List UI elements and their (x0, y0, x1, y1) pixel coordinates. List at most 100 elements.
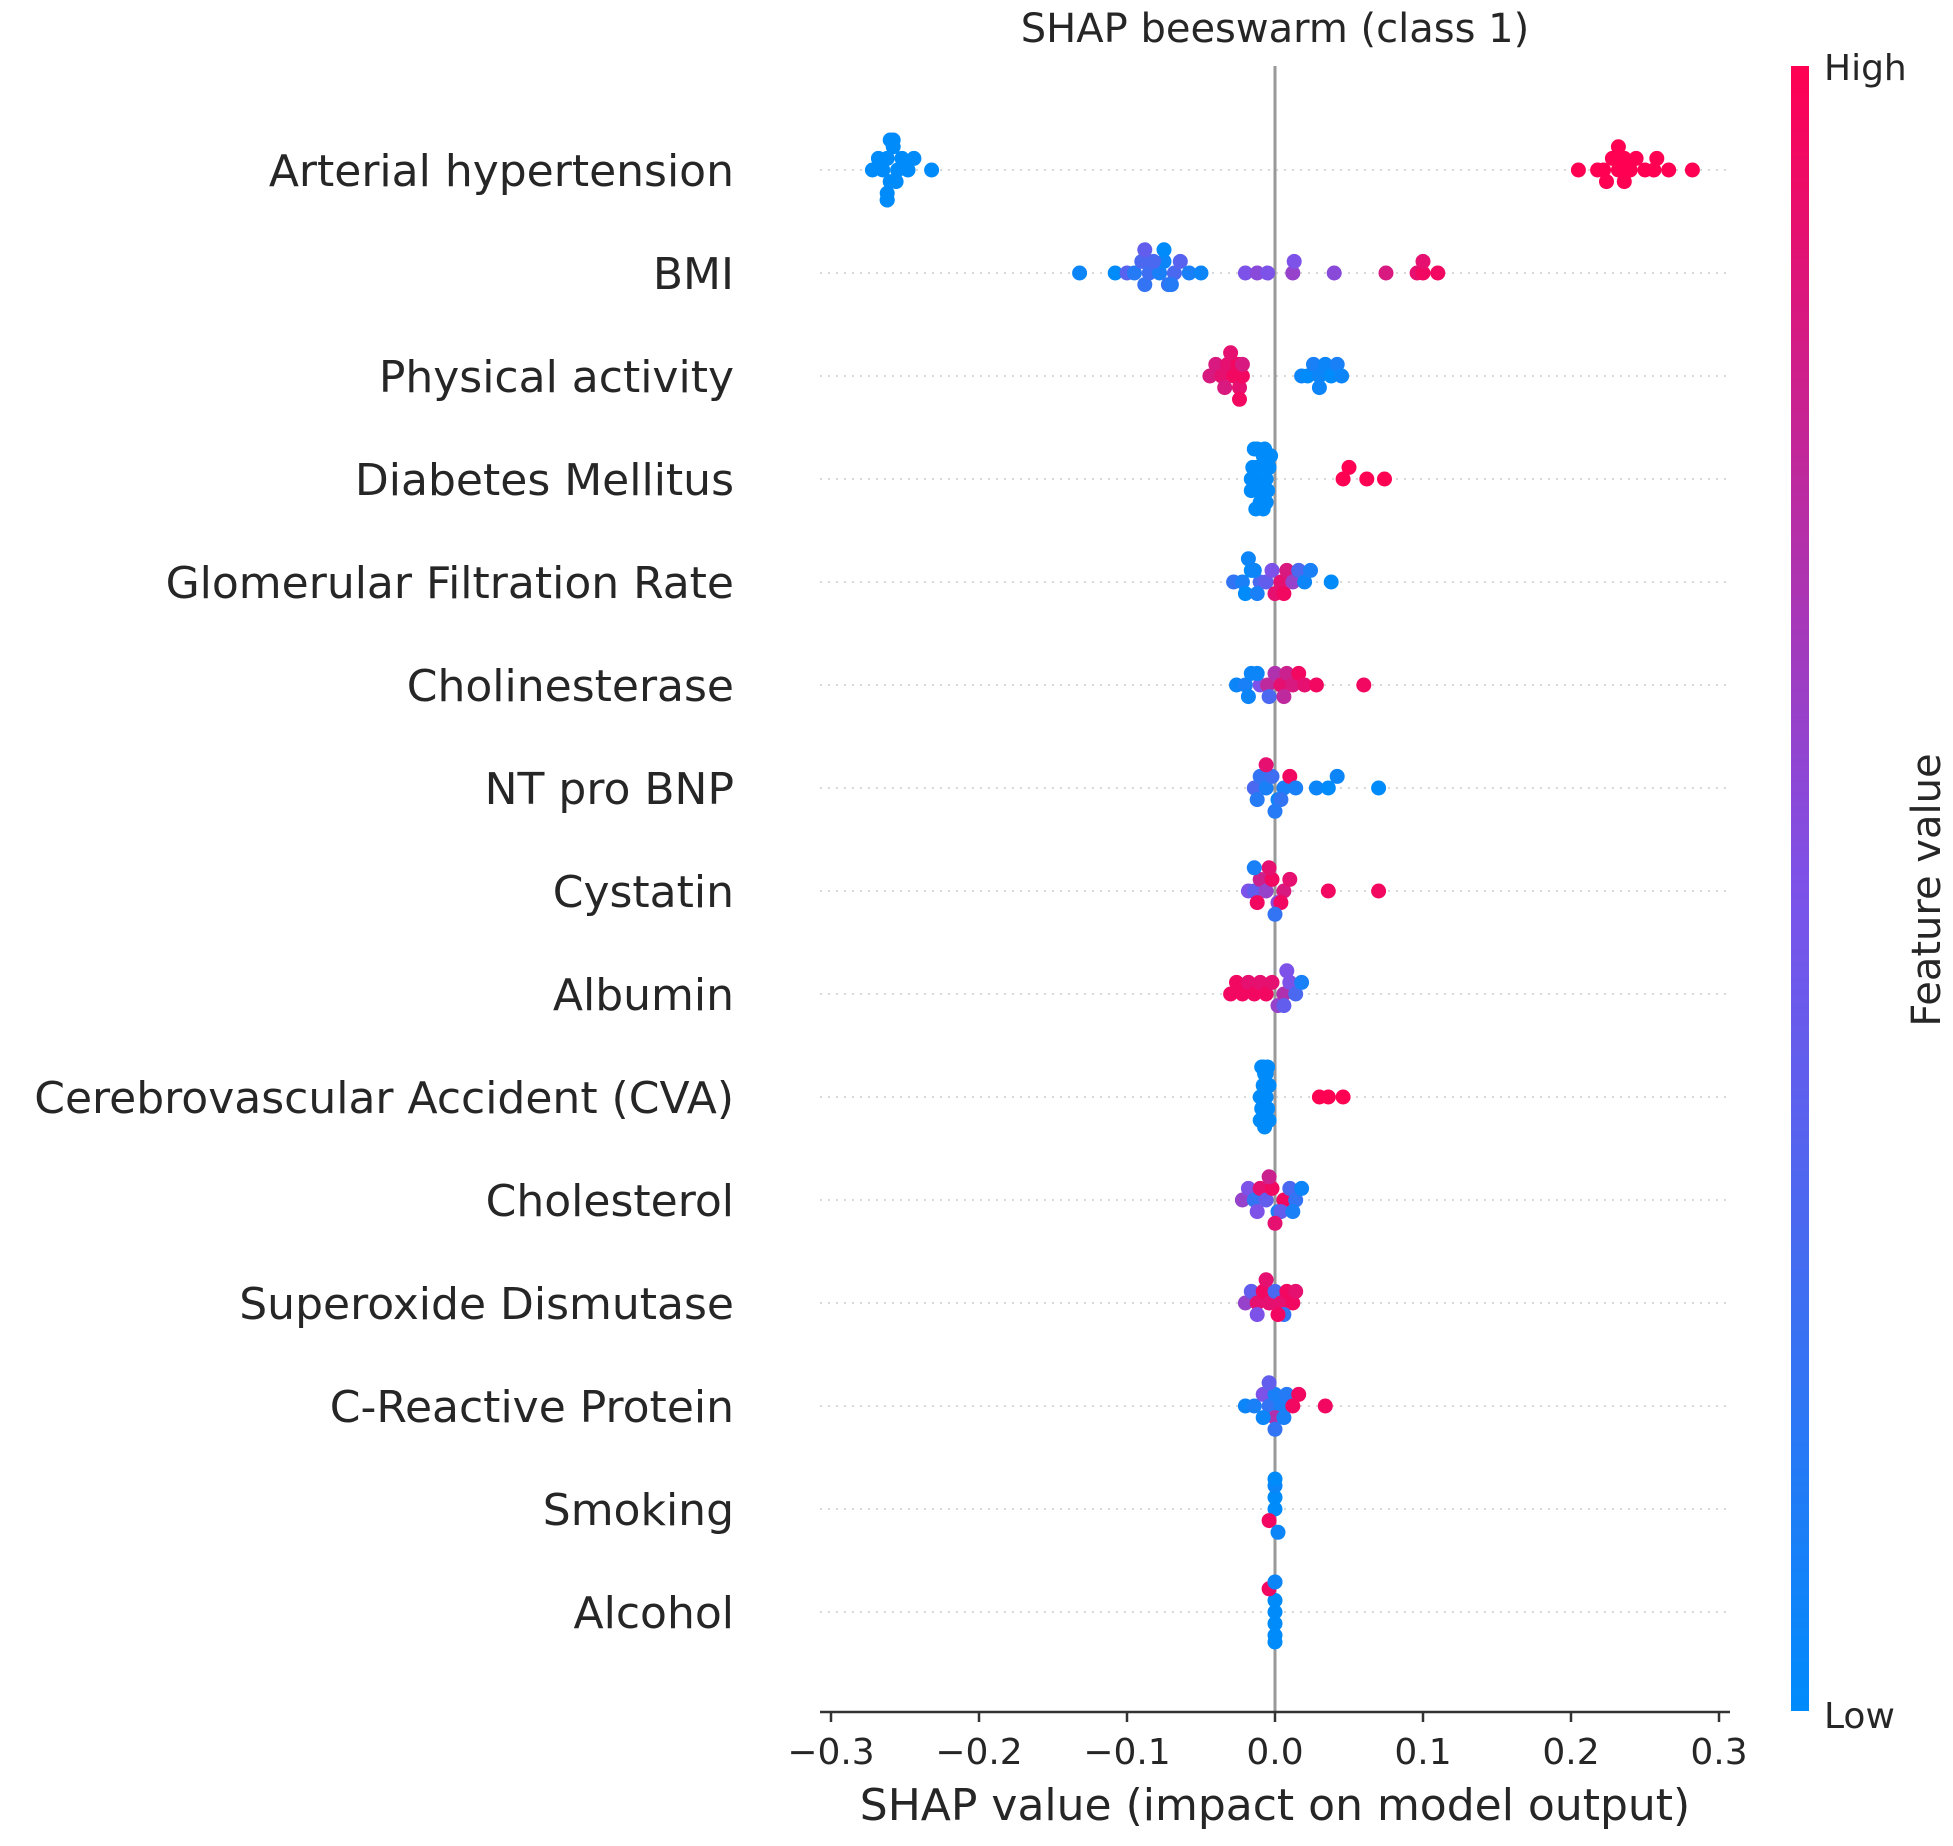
x-tick-label: 0.0 (1246, 1732, 1303, 1773)
shap-point (1152, 265, 1168, 281)
shap-point (1234, 368, 1250, 384)
shap-point (1285, 1204, 1301, 1220)
shap-point (1232, 391, 1247, 407)
shap-point (1246, 883, 1262, 899)
shap-point (1359, 471, 1375, 487)
shap-point (879, 150, 895, 166)
x-tick-label: 0.2 (1542, 1732, 1599, 1773)
feature-label: NT pro BNP (485, 764, 734, 815)
shap-point (1264, 562, 1280, 578)
shap-point (1141, 265, 1157, 281)
shap-point (1249, 441, 1265, 457)
shap-point (1232, 380, 1247, 396)
shap-point (882, 132, 898, 148)
shap-point (1246, 1398, 1262, 1414)
shap-point (1285, 574, 1301, 590)
shap-point (1308, 780, 1324, 796)
shap-point (900, 162, 916, 178)
shap-point (1217, 380, 1233, 396)
shap-point (1249, 792, 1265, 808)
shap-point (1273, 677, 1289, 693)
shap-point (1377, 471, 1392, 487)
shap-point (1246, 562, 1262, 578)
shap-point (1294, 974, 1310, 990)
shap-point (1291, 562, 1307, 578)
shap-point (1107, 265, 1123, 281)
shap-point (1285, 1398, 1301, 1414)
shap-point (1258, 986, 1274, 1002)
shap-point (1599, 174, 1614, 190)
shap-point (1261, 1398, 1277, 1414)
shap-point (1610, 139, 1626, 155)
shap-point (1263, 448, 1279, 464)
shap-point (1649, 150, 1665, 166)
shap-point (1267, 1421, 1283, 1437)
shap-point (1156, 242, 1172, 258)
shap-point (1273, 574, 1289, 590)
shap-point (1267, 1501, 1283, 1517)
shap-point (1258, 471, 1274, 487)
shap-point (1202, 368, 1218, 384)
shap-point (1291, 1386, 1307, 1402)
x-tick-label: −0.3 (787, 1732, 874, 1773)
shap-point (1223, 345, 1239, 361)
shap-point (1229, 974, 1244, 990)
x-tick-label: −0.1 (1083, 1732, 1170, 1773)
shap-point (1208, 356, 1224, 372)
shap-point (1570, 162, 1586, 178)
shap-point (1137, 277, 1153, 293)
shap-point (1193, 265, 1209, 281)
shap-point (1261, 1169, 1277, 1185)
shap-point (1684, 162, 1700, 178)
shap-point (1258, 780, 1274, 796)
shap-point (1261, 1375, 1277, 1391)
shap-point (1267, 1592, 1283, 1608)
shap-point (1341, 459, 1357, 475)
shap-point (1317, 1398, 1333, 1414)
shap-point (1628, 150, 1644, 166)
shap-point (1329, 356, 1345, 372)
shap-point (1267, 803, 1283, 819)
shap-point (906, 150, 922, 166)
shap-point (1258, 883, 1274, 899)
shap-point (1264, 1180, 1280, 1196)
shap-point (1311, 380, 1327, 396)
shap-point (1249, 1307, 1265, 1323)
shap-point (1282, 1180, 1298, 1196)
shap-point (1249, 895, 1265, 911)
shap-point (1276, 1410, 1292, 1426)
shap-point (1237, 677, 1253, 693)
shap-point (1596, 162, 1612, 178)
shap-point (1279, 562, 1295, 578)
shap-point (1276, 780, 1292, 796)
shap-point (1320, 883, 1336, 899)
shap-point (1240, 551, 1256, 567)
shap-point (1181, 265, 1197, 281)
colorbar-title: Feature value (1904, 753, 1950, 1026)
shap-point (879, 192, 895, 208)
shap-point (1297, 574, 1313, 590)
shap-point (1261, 689, 1277, 705)
feature-label: Physical activity (379, 352, 734, 403)
shap-point (1276, 689, 1292, 705)
shap-point (1308, 677, 1324, 693)
shap-point (1240, 1180, 1256, 1196)
shap-point (1323, 368, 1339, 384)
shap-point (888, 174, 904, 190)
x-axis-ticks: −0.3 −0.2 −0.1 0.0 0.1 0.2 0.3 (787, 1712, 1748, 1773)
x-tick-label: −0.2 (935, 1732, 1022, 1773)
shap-point (1267, 1616, 1283, 1632)
shap-point (1267, 1283, 1283, 1299)
shap-point (1267, 665, 1283, 681)
shap-point (1258, 1089, 1274, 1105)
shap-point (1323, 574, 1339, 590)
shap-point (1264, 974, 1280, 990)
shap-point (1294, 1180, 1310, 1196)
shap-point (1273, 1295, 1289, 1311)
shap-point (1267, 1489, 1283, 1505)
shap-point (1261, 1295, 1277, 1311)
shap-point (1311, 368, 1327, 384)
shap-point (1261, 860, 1277, 876)
shap-point (1279, 1386, 1295, 1402)
